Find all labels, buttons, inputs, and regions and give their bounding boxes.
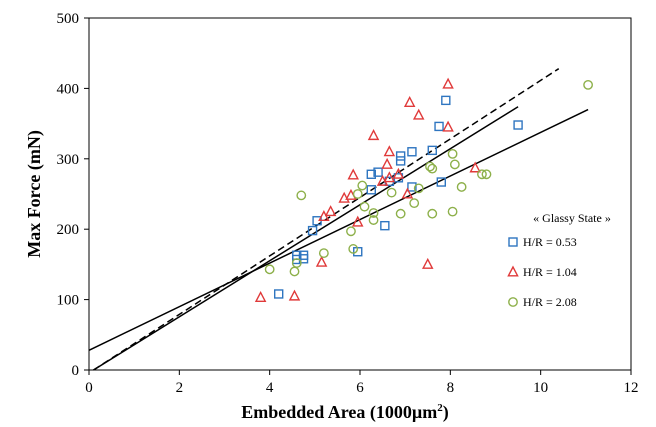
y-tick-label: 100 bbox=[57, 293, 80, 309]
triangle-marker bbox=[507, 265, 519, 277]
y-tick-label: 500 bbox=[57, 11, 80, 27]
circle-marker bbox=[346, 226, 356, 237]
square-marker bbox=[407, 182, 417, 192]
triangle-marker bbox=[442, 77, 454, 89]
legend-label: H/R = 2.08 bbox=[523, 295, 577, 309]
circle-marker bbox=[357, 180, 368, 191]
x-axis-title: Embedded Area (1000µm2) bbox=[241, 402, 449, 423]
square-marker bbox=[441, 95, 451, 106]
triangle-marker bbox=[254, 290, 267, 302]
circle-marker bbox=[413, 183, 424, 194]
circle-marker bbox=[368, 215, 379, 225]
circle-marker bbox=[348, 244, 359, 254]
x-tick-label: 6 bbox=[356, 380, 364, 396]
circle-marker bbox=[318, 248, 329, 259]
square-marker bbox=[508, 237, 518, 247]
square-marker bbox=[307, 225, 318, 236]
y-tick-label: 0 bbox=[72, 363, 80, 379]
x-tick-label: 10 bbox=[533, 380, 548, 396]
triangle-marker bbox=[381, 157, 393, 169]
series-points bbox=[264, 79, 593, 277]
square-marker bbox=[373, 167, 383, 177]
circle-marker bbox=[409, 198, 420, 209]
circle-marker bbox=[508, 297, 518, 307]
circle-marker bbox=[481, 169, 492, 180]
x-tick-label: 0 bbox=[85, 380, 93, 396]
fit-line bbox=[88, 108, 589, 351]
circle-marker bbox=[477, 169, 487, 180]
x-tick-label: 4 bbox=[266, 380, 274, 396]
y-axis-title: Max Force (mN) bbox=[24, 130, 45, 258]
triangle-marker bbox=[288, 289, 301, 301]
circle-marker bbox=[395, 208, 406, 219]
legend-label: H/R = 1.04 bbox=[523, 265, 577, 279]
triangle-marker bbox=[351, 215, 364, 227]
triangle-marker bbox=[392, 167, 405, 179]
y-tick-label: 400 bbox=[57, 81, 80, 97]
fit-lines bbox=[88, 68, 589, 371]
square-marker bbox=[395, 151, 406, 161]
y-tick-label: 200 bbox=[57, 222, 80, 238]
triangle-marker bbox=[324, 205, 337, 217]
x-tick-label: 12 bbox=[624, 380, 639, 396]
circle-marker bbox=[583, 79, 593, 90]
x-axis-title-base: Embedded Area (1000µm bbox=[241, 402, 437, 423]
square-marker bbox=[366, 169, 376, 179]
square-marker bbox=[380, 220, 390, 231]
square-marker bbox=[513, 120, 523, 130]
circle-marker bbox=[352, 189, 363, 199]
triangle-marker bbox=[412, 108, 425, 120]
circle-marker bbox=[368, 208, 379, 218]
plot-frame bbox=[88, 17, 632, 371]
x-axis-title-tail: ) bbox=[443, 402, 449, 423]
triangle-marker bbox=[315, 255, 328, 267]
triangle-marker bbox=[347, 168, 359, 180]
axes: 0 2 4 6 8 10 12 0 100 200 300 400 500 bbox=[57, 11, 639, 396]
square-marker bbox=[434, 121, 444, 132]
triangle-marker bbox=[469, 161, 481, 173]
circle-marker bbox=[456, 182, 467, 192]
triangle-marker bbox=[383, 171, 396, 183]
square-marker bbox=[395, 156, 406, 166]
circle-marker bbox=[359, 201, 370, 212]
circle-marker bbox=[449, 159, 460, 170]
x-tick-label: 8 bbox=[447, 380, 455, 396]
triangle-marker bbox=[421, 257, 434, 269]
triangle-marker bbox=[367, 129, 380, 141]
series-points bbox=[254, 77, 481, 302]
circle-marker bbox=[296, 190, 307, 201]
fit-line bbox=[93, 68, 560, 371]
square-marker bbox=[366, 185, 376, 195]
legend: « Glassy State » H/R = 0.53 H/R = 1.04 H/R … bbox=[507, 211, 611, 309]
circle-marker bbox=[289, 266, 300, 277]
triangle-marker bbox=[403, 95, 416, 107]
legend-label: H/R = 0.53 bbox=[523, 235, 577, 249]
circle-marker bbox=[264, 264, 275, 275]
x-axis-title-sup: 2 bbox=[437, 402, 443, 414]
x-tick-label: 2 bbox=[176, 380, 184, 396]
circle-marker bbox=[291, 258, 302, 268]
y-tick-label: 300 bbox=[57, 152, 80, 168]
fit-line bbox=[93, 106, 519, 371]
triangle-marker bbox=[442, 120, 454, 132]
series-points bbox=[274, 95, 523, 299]
circle-marker bbox=[447, 148, 458, 159]
data-points bbox=[254, 77, 593, 302]
circle-marker bbox=[386, 187, 397, 198]
triangle-marker bbox=[383, 145, 396, 157]
square-marker bbox=[427, 145, 437, 156]
circle-marker bbox=[427, 163, 438, 174]
square-marker bbox=[407, 147, 417, 157]
triangle-marker bbox=[401, 187, 414, 199]
circle-marker bbox=[447, 206, 458, 217]
legend-title: « Glassy State » bbox=[533, 211, 611, 225]
square-marker bbox=[274, 289, 284, 299]
circle-marker bbox=[425, 161, 435, 172]
circle-marker bbox=[427, 208, 438, 219]
square-marker bbox=[436, 177, 446, 187]
square-marker bbox=[298, 250, 309, 260]
